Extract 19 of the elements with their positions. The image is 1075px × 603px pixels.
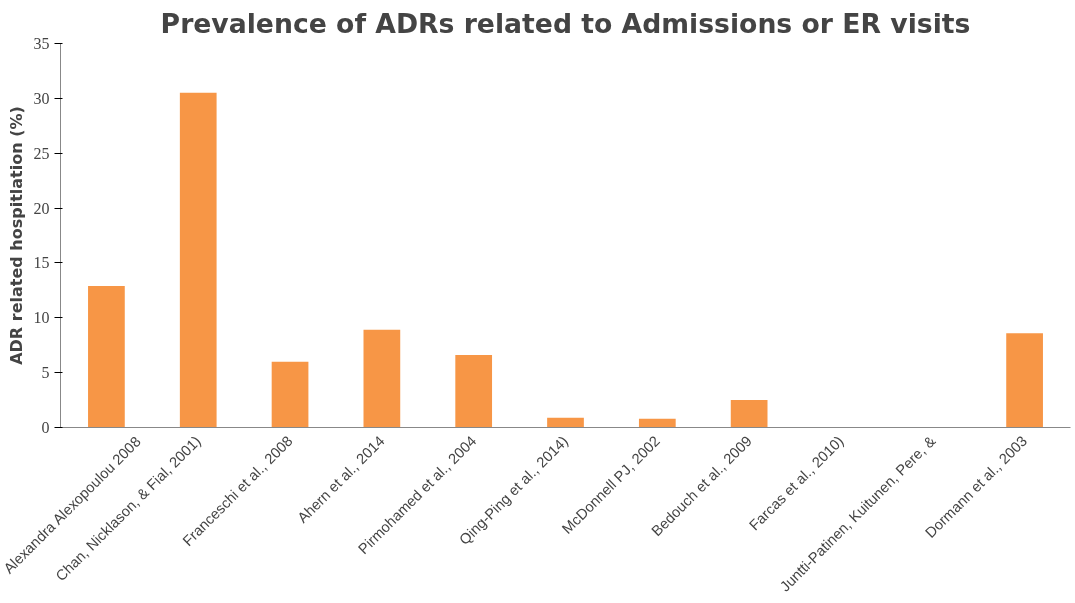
bar: [271, 361, 309, 428]
y-tick-label: 30: [33, 89, 50, 107]
y-tick-label: 20: [33, 199, 50, 217]
bar: [1006, 333, 1043, 428]
bar: [638, 418, 676, 428]
chart-title: Prevalence of ADRs related to Admissions or ER visits: [160, 7, 971, 39]
bar: [179, 92, 217, 428]
bar: [363, 329, 401, 428]
y-tick-label: 15: [33, 254, 50, 272]
y-tick-label: 5: [41, 364, 50, 382]
bar: [547, 417, 584, 428]
bar: [88, 285, 125, 428]
y-axis-title: ADR related hospitlation (%): [6, 106, 26, 365]
y-tick-label: 25: [33, 144, 50, 162]
y-tick-label: 0: [41, 419, 50, 436]
y-tick-label: 10: [33, 309, 50, 327]
bar: [730, 400, 768, 428]
y-tick-label: 35: [33, 35, 50, 52]
bar: [455, 355, 493, 428]
